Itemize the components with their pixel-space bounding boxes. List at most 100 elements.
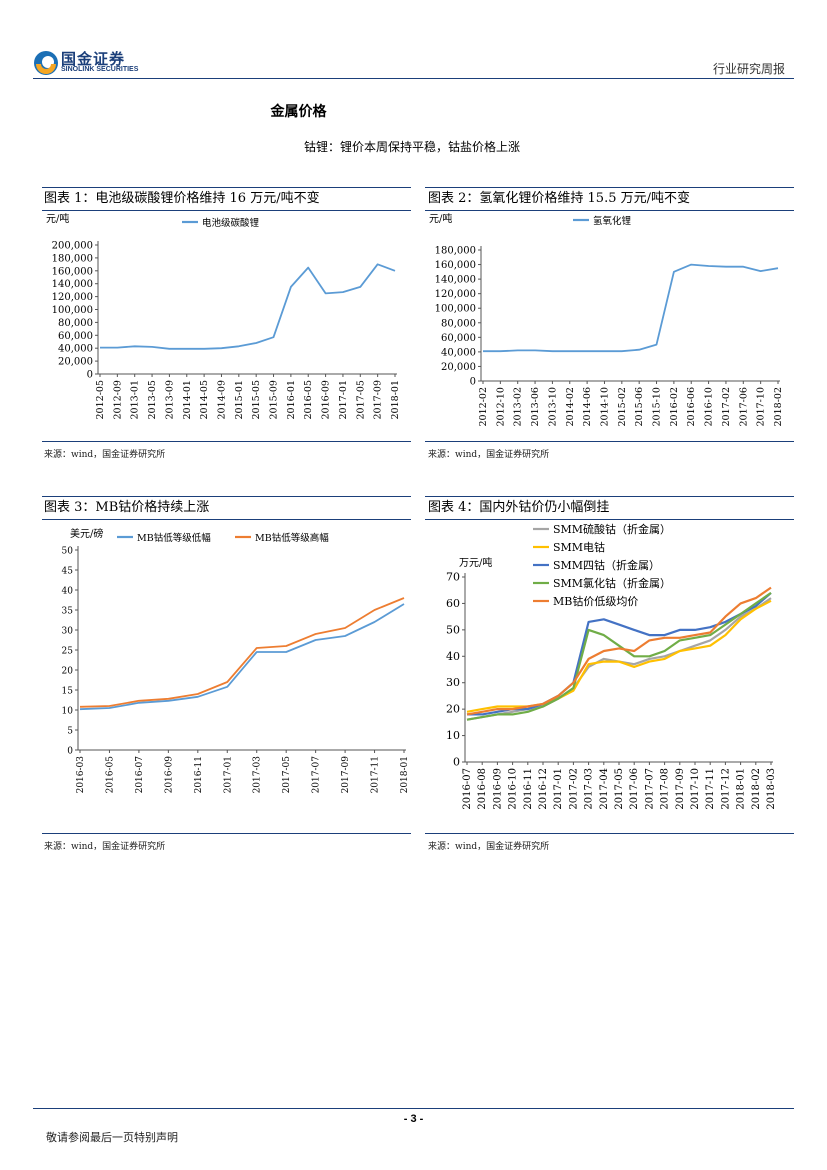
chart-unit-label: 元/吨 (429, 212, 452, 225)
fig2-title: 图表 2：氢氧化锂价格维持 15.5 万元/吨不变 (428, 191, 690, 206)
x-tick-label: 2012-09 (112, 380, 123, 419)
legend-label-0: SMM硫酸钴（折金属） (553, 522, 671, 536)
fig3-bottom-rule (42, 833, 411, 834)
y-tick-label: 100,000 (52, 305, 93, 316)
y-tick-label: 20,000 (441, 362, 476, 373)
x-tick-label: 2016-06 (686, 387, 697, 426)
section-title: 金属价格 (270, 104, 327, 120)
fig1-top-rule (42, 187, 411, 188)
x-tick-label: 2017-10 (756, 387, 767, 426)
fig1-title-rule (42, 210, 411, 211)
y-tick-label: 60,000 (58, 331, 93, 342)
x-tick-label: 2013-09 (164, 380, 175, 419)
y-tick-label: 0 (470, 377, 476, 388)
y-tick-label: 0 (87, 370, 93, 381)
x-tick-label: 2017-10 (690, 768, 701, 810)
x-tick-label: 2016-02 (669, 387, 680, 426)
fig3-title-rule (42, 519, 411, 520)
y-tick-label: 40 (446, 650, 460, 663)
fig2-top-rule (425, 187, 794, 188)
legend-label-0: 氢氧化锂 (593, 215, 632, 227)
x-tick-label: 2017-08 (660, 768, 671, 810)
series-line-2 (467, 592, 772, 716)
fig1-title: 图表 1：电池级碳酸锂价格维持 16 万元/吨不变 (44, 191, 320, 206)
fig2-source: 来源：wind，国金证券研究所 (428, 450, 550, 460)
y-tick-label: 80,000 (441, 318, 476, 329)
footer-disclaimer: 敬请参阅最后一页特别声明 (46, 1131, 178, 1144)
x-tick-label: 2015-02 (617, 387, 628, 426)
chart-unit-label: 美元/磅 (70, 527, 103, 540)
legend-label-0: 电池级碳酸锂 (202, 217, 260, 229)
y-tick-label: 60,000 (441, 333, 476, 344)
y-tick-label: 30 (446, 676, 460, 689)
x-tick-label: 2012-10 (495, 387, 506, 426)
x-tick-label: 2016-09 (164, 756, 174, 794)
legend-label-0: MB钴低等级低幅 (137, 532, 211, 544)
section-subtitle: 钴锂：锂价本周保持平稳，钴盐价格上涨 (303, 140, 520, 154)
x-tick-label: 2016-11 (523, 768, 534, 810)
y-tick-label: 40,000 (441, 347, 476, 358)
x-tick-label: 2018-01 (400, 756, 410, 793)
y-tick-label: 120,000 (435, 289, 476, 300)
x-tick-label: 2017-06 (629, 768, 640, 810)
x-tick-label: 2018-01 (390, 380, 401, 419)
series-line-1 (79, 597, 405, 708)
x-tick-label: 2016-10 (508, 768, 519, 810)
x-tick-label: 2017-09 (675, 768, 686, 810)
x-tick-label: 2014-06 (582, 387, 593, 426)
x-tick-label: 2016-11 (194, 756, 204, 793)
x-tick-label: 2017-01 (223, 756, 233, 793)
x-tick-label: 2017-07 (312, 756, 322, 794)
y-tick-label: 120,000 (52, 292, 93, 303)
x-tick-label: 2015-01 (234, 380, 245, 419)
legend-label-2: SMM四钴（折金属） (553, 558, 660, 572)
fig1-bottom-rule (42, 441, 411, 442)
x-tick-label: 2013-02 (513, 387, 524, 426)
x-tick-label: 2018-03 (766, 768, 777, 810)
x-tick-label: 2017-11 (705, 768, 716, 810)
x-tick-label: 2016-07 (462, 768, 473, 810)
x-tick-label: 2014-01 (182, 380, 193, 419)
y-tick-label: 10 (446, 729, 460, 742)
x-tick-label: 2016-07 (135, 756, 145, 794)
x-tick-label: 2014-09 (216, 380, 227, 419)
fig1-source: 来源：wind，国金证券研究所 (44, 450, 166, 460)
chart-unit-label: 元/吨 (46, 212, 69, 225)
fig4-title-rule (425, 519, 794, 520)
fig4-source: 来源：wind，国金证券研究所 (428, 842, 550, 852)
x-tick-label: 2017-03 (253, 756, 263, 794)
y-tick-label: 160,000 (435, 260, 476, 271)
x-tick-label: 2013-05 (147, 380, 158, 419)
x-tick-label: 2017-05 (614, 768, 625, 810)
y-tick-label: 70 (446, 571, 460, 584)
x-tick-label: 2017-11 (371, 756, 381, 793)
footer-rule (33, 1108, 794, 1109)
y-tick-label: 10 (62, 707, 74, 717)
series-line-4 (466, 586, 772, 716)
x-tick-label: 2016-10 (704, 387, 715, 426)
x-tick-label: 2017-03 (584, 768, 595, 810)
chart-mb-cobalt: 美元/磅 0 5 10 15 20 25 30 35 40 45 50 2016-03 2016-05 20… (62, 527, 410, 794)
y-tick-label: 35 (62, 607, 74, 617)
x-tick-label: 2015-10 (652, 387, 663, 426)
y-tick-label: 140,000 (52, 279, 93, 290)
x-tick-label: 2017-06 (738, 387, 749, 426)
x-tick-label: 2013-06 (530, 387, 541, 426)
x-tick-label: 2015-06 (634, 387, 645, 426)
logo-chinese: 国金证券 (61, 50, 126, 68)
series-line-0 (483, 263, 779, 353)
y-tick-label: 40,000 (58, 344, 93, 355)
logo-english: SINOLINK SECURITIES (61, 66, 139, 73)
x-tick-label: 2014-05 (199, 380, 210, 419)
fig3-source: 来源：wind，国金证券研究所 (44, 842, 166, 852)
fig3-title: 图表 3：MB钴价格持续上涨 (44, 500, 210, 515)
x-tick-label: 2016-12 (538, 768, 549, 810)
x-tick-label: 2015-09 (269, 380, 280, 419)
y-tick-label: 0 (67, 747, 73, 757)
y-tick-label: 50 (446, 623, 460, 636)
legend-label-1: SMM电钴 (553, 540, 605, 554)
y-tick-label: 20,000 (58, 357, 93, 368)
chart-lithium-hydroxide: 元/吨 0 20,000 40,000 60,000 80,000 100,000 120,0… (429, 212, 784, 426)
y-tick-label: 40 (62, 587, 74, 597)
chart-domestic-vs-intl-cobalt: 万元/吨 0 10 20 30 40 50 60 70 2016-07 2016-08 2016-09… (446, 522, 777, 810)
